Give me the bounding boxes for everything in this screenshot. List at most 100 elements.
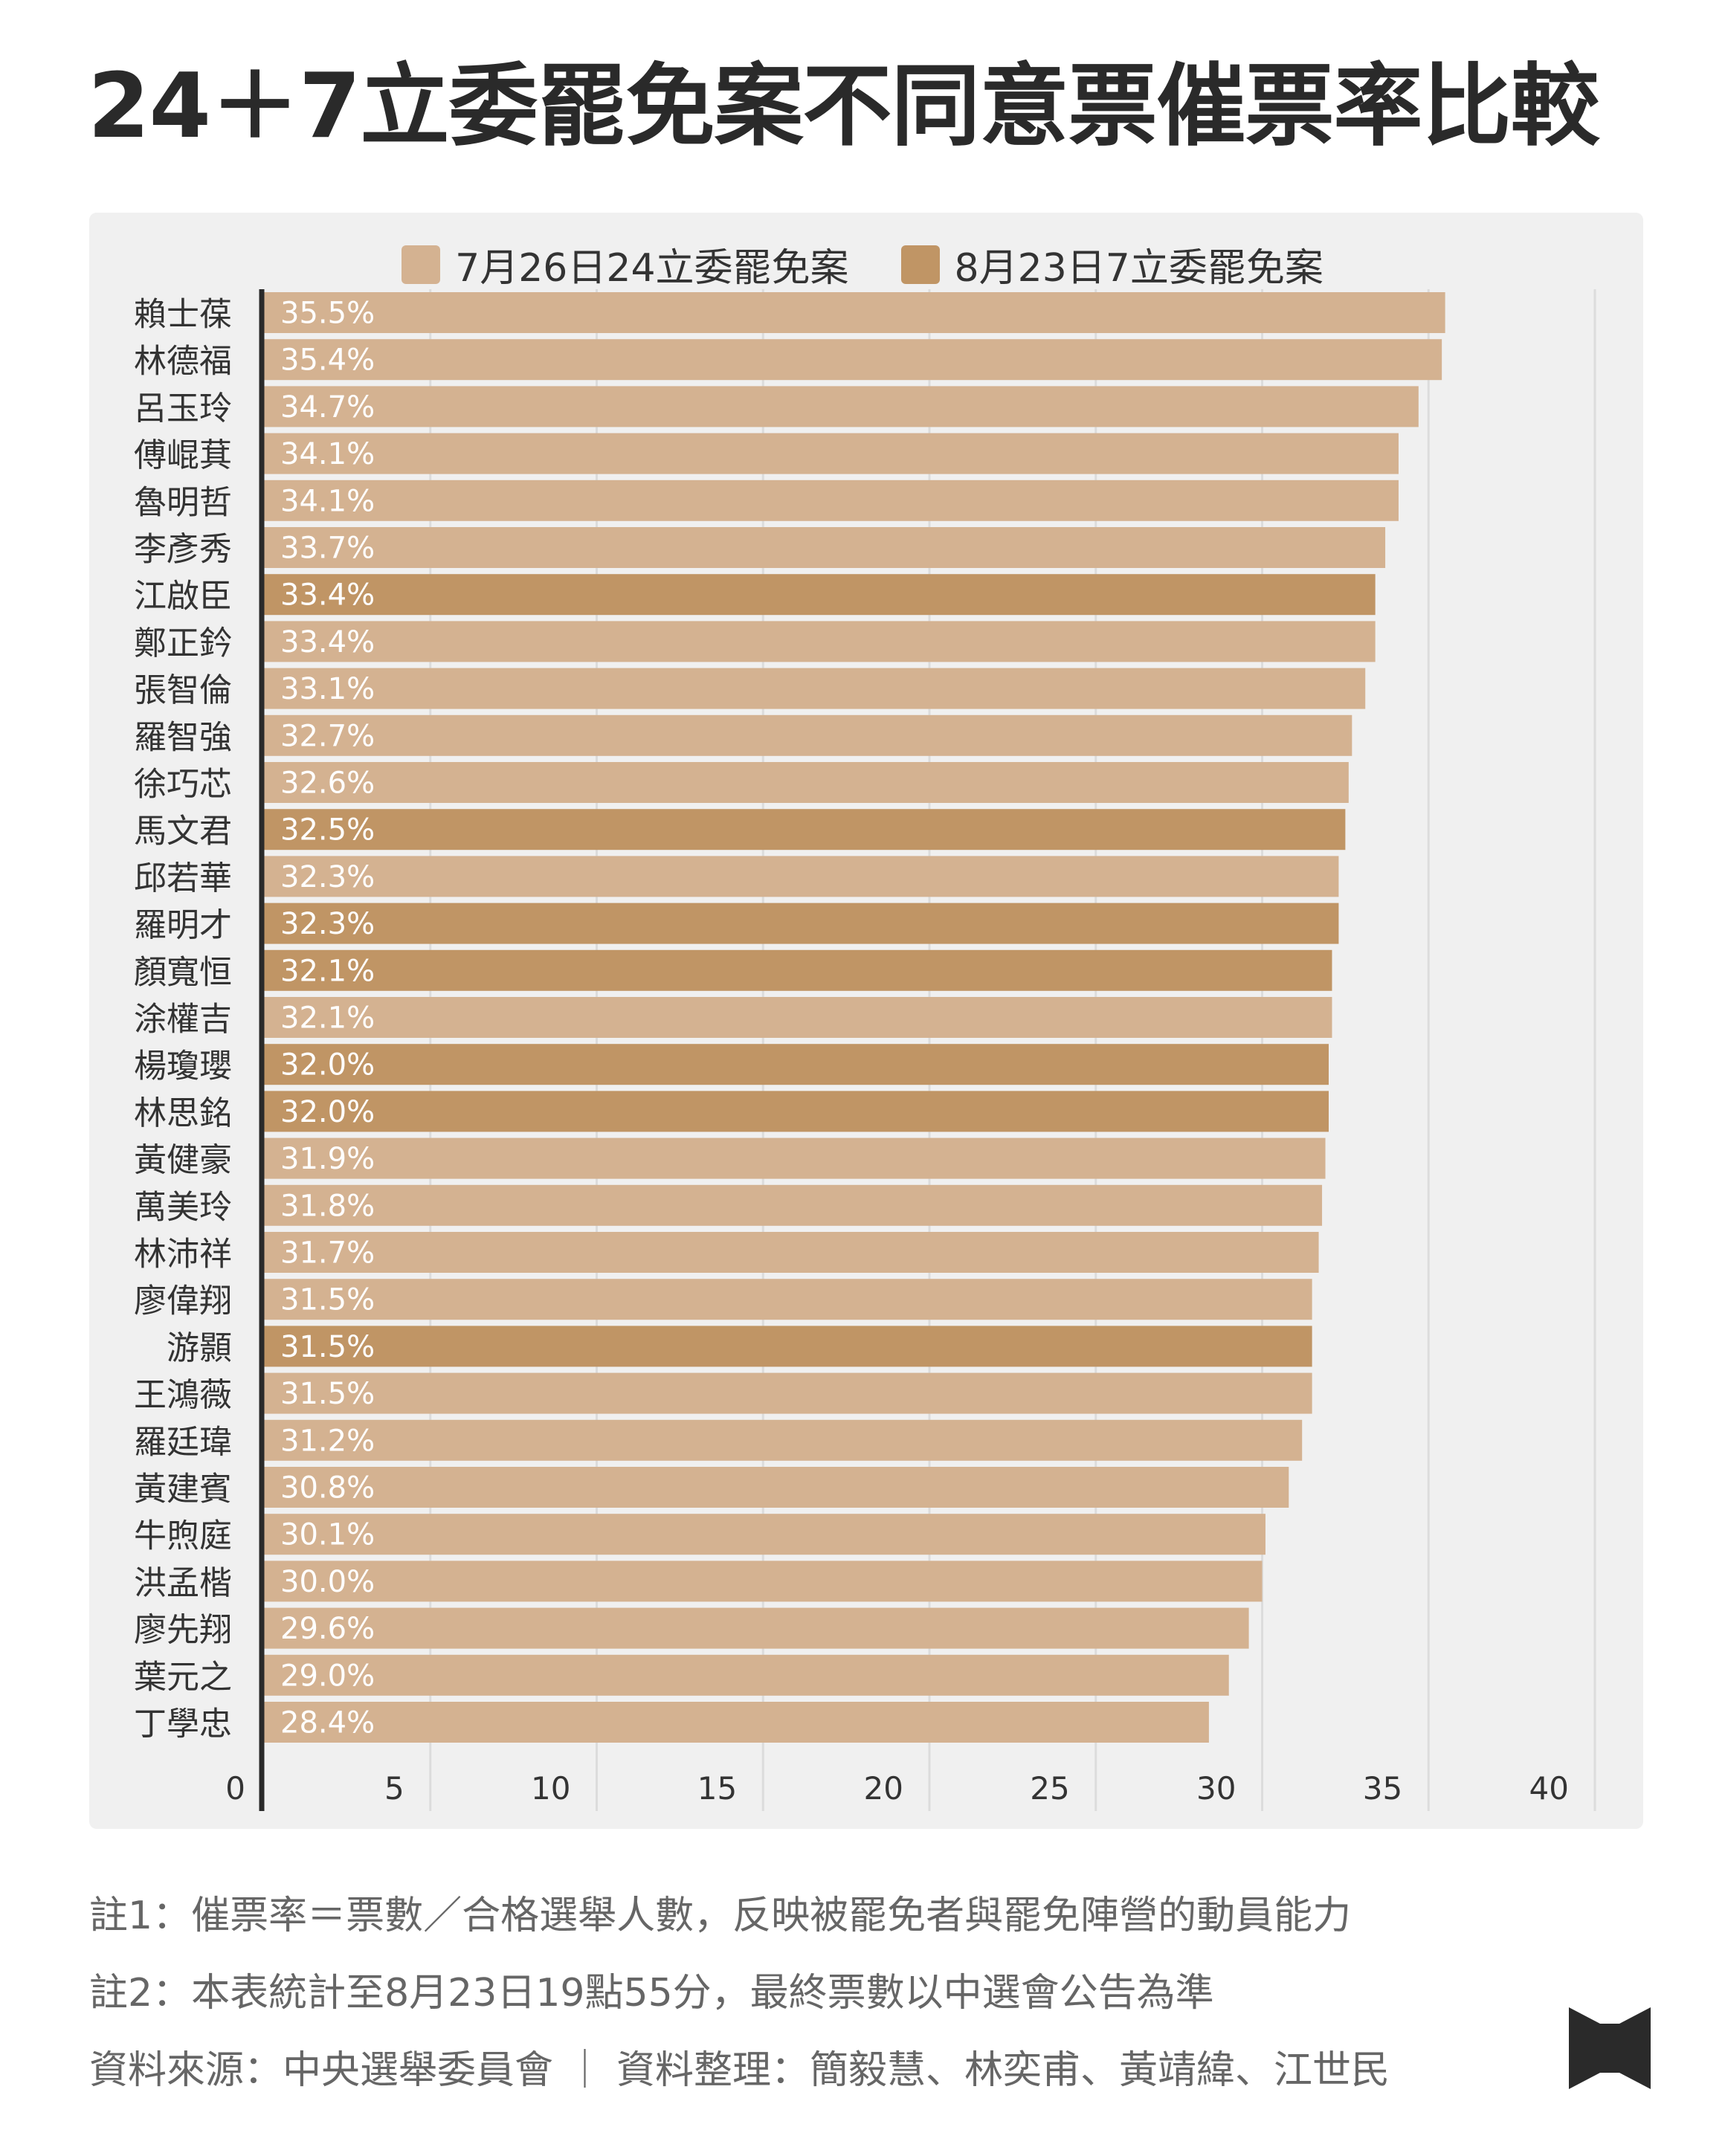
note-1: 註1：催票率＝票數／合格選舉人數，反映被罷免者與罷免陣營的動員能力 <box>89 1894 1352 1938</box>
category-label: 徐巧芯 <box>134 766 232 804</box>
bar <box>264 621 1376 662</box>
category-label: 羅智強 <box>134 718 232 756</box>
category-label: 黃建賓 <box>134 1471 232 1508</box>
bar-value-label: 32.1% <box>280 954 375 988</box>
bar <box>264 1326 1312 1367</box>
bar-value-label: 29.0% <box>280 1659 375 1693</box>
bar <box>264 949 1332 991</box>
category-label: 廖偉翔 <box>134 1282 232 1320</box>
legend-item-july: 7月26日24立委罷免案 <box>402 236 849 292</box>
bar <box>264 1654 1229 1696</box>
bar <box>264 292 1445 333</box>
legend-item-august: 8月23日7立委罷免案 <box>900 236 1323 292</box>
publisher-logo-icon <box>1569 2007 1651 2089</box>
bar <box>264 1372 1312 1414</box>
category-label: 鄭正鈐 <box>134 624 232 662</box>
category-label: 萬美玲 <box>134 1188 232 1226</box>
bar-value-label: 32.3% <box>280 860 375 894</box>
source-credit: 資料來源：中央選舉委員會 ｜ 資料整理：簡毅慧、林奕甫、黃靖緯、江世民 <box>89 2048 1390 2093</box>
bar <box>264 1044 1329 1085</box>
bar <box>264 1467 1289 1508</box>
bar-value-label: 34.1% <box>280 437 375 471</box>
bar <box>264 668 1366 709</box>
note-2: 註2：本表統計至8月23日19點55分，最終票數以中選會公告為準 <box>89 1971 1214 2015</box>
bar <box>264 1419 1303 1461</box>
x-tick-label: 20 <box>864 1770 903 1807</box>
category-label: 傅崐萁 <box>134 436 232 474</box>
legend: 7月26日24立委罷免案 8月23日7立委罷免案 <box>0 236 1725 292</box>
bar-value-label: 32.5% <box>280 813 375 848</box>
x-tick-label: 30 <box>1196 1770 1236 1807</box>
bar-value-label: 32.1% <box>280 1001 375 1036</box>
bar <box>264 1137 1326 1179</box>
bar-value-label: 31.5% <box>280 1283 375 1317</box>
category-label: 邱若華 <box>134 859 232 897</box>
bar <box>264 856 1339 897</box>
category-label: 賴士葆 <box>134 296 232 334</box>
category-label: 廖先翔 <box>134 1611 232 1649</box>
bar-value-label: 30.8% <box>280 1471 375 1505</box>
bar <box>264 1232 1319 1273</box>
category-label: 江啟臣 <box>134 578 232 616</box>
bar-value-label: 34.1% <box>280 484 375 518</box>
bar-value-label: 35.5% <box>280 297 375 331</box>
legend-label-july: 7月26日24立委罷免案 <box>455 246 849 291</box>
bar <box>264 997 1332 1038</box>
bar-value-label: 34.7% <box>280 390 375 425</box>
category-label: 林思銘 <box>134 1094 232 1132</box>
category-label: 楊瓊瓔 <box>134 1048 232 1085</box>
notes: 註1：催票率＝票數／合格選舉人數，反映被罷免者與罷免陣營的動員能力 註2：本表統… <box>89 1877 1390 2109</box>
category-label: 羅廷瑋 <box>134 1423 232 1461</box>
bar-value-label: 31.5% <box>280 1377 375 1411</box>
x-tick-label: 10 <box>531 1770 570 1807</box>
category-label: 葉元之 <box>134 1658 232 1696</box>
category-label: 呂玉玲 <box>134 390 232 427</box>
category-label: 林沛祥 <box>134 1236 232 1274</box>
bar <box>264 480 1399 521</box>
bar <box>264 433 1399 474</box>
bar-value-label: 31.9% <box>280 1142 375 1176</box>
chart-title: 24＋7立委罷免案不同意票催票率比較 <box>88 55 1599 158</box>
bar <box>264 574 1376 616</box>
legend-label-august: 8月23日7立委罷免案 <box>954 246 1323 291</box>
bar <box>264 809 1346 851</box>
category-label: 丁學忠 <box>134 1705 232 1743</box>
x-tick-label: 25 <box>1030 1770 1069 1807</box>
bar-value-label: 32.0% <box>280 1048 375 1082</box>
x-tick-label: 35 <box>1363 1770 1402 1807</box>
bar-chart: 35.5% 賴士葆 35.4% 林德福 34.7% 呂玉玲 34.1% 傅崐萁 34.1% 魯明哲… <box>134 289 1596 1811</box>
category-label: 魯明哲 <box>134 483 232 521</box>
bar-value-label: 32.3% <box>280 907 375 941</box>
bar-value-label: 35.4% <box>280 343 375 378</box>
x-tick-label: 40 <box>1529 1770 1569 1807</box>
bar <box>264 762 1349 803</box>
category-label: 黃健豪 <box>134 1141 232 1179</box>
category-label: 林德福 <box>134 343 232 381</box>
bar <box>264 1279 1312 1320</box>
bar <box>264 1514 1265 1555</box>
category-label: 牛煦庭 <box>134 1517 232 1555</box>
bar <box>264 903 1339 944</box>
bar-value-label: 32.6% <box>280 766 375 801</box>
bar-value-label: 29.6% <box>280 1612 375 1646</box>
category-label: 洪孟楷 <box>134 1564 232 1602</box>
legend-swatch-july <box>402 245 441 284</box>
bar <box>264 339 1442 381</box>
category-label: 李彥秀 <box>134 531 232 569</box>
x-tick-label: 5 <box>384 1770 404 1807</box>
bar <box>264 1607 1249 1649</box>
bar <box>264 527 1386 568</box>
category-label: 馬文君 <box>134 813 232 851</box>
bar-value-label: 28.4% <box>280 1706 375 1740</box>
bar <box>264 386 1419 427</box>
bar-value-label: 32.7% <box>280 719 375 753</box>
x-tick-label: 15 <box>697 1770 737 1807</box>
category-label: 王鴻薇 <box>134 1376 232 1414</box>
bar-value-label: 32.0% <box>280 1095 375 1129</box>
bar-value-label: 33.4% <box>280 578 375 613</box>
bar <box>264 1184 1323 1226</box>
bar <box>264 1702 1209 1743</box>
bar-value-label: 33.7% <box>280 532 375 566</box>
bar-value-label: 31.7% <box>280 1236 375 1271</box>
bar-value-label: 31.5% <box>280 1330 375 1364</box>
